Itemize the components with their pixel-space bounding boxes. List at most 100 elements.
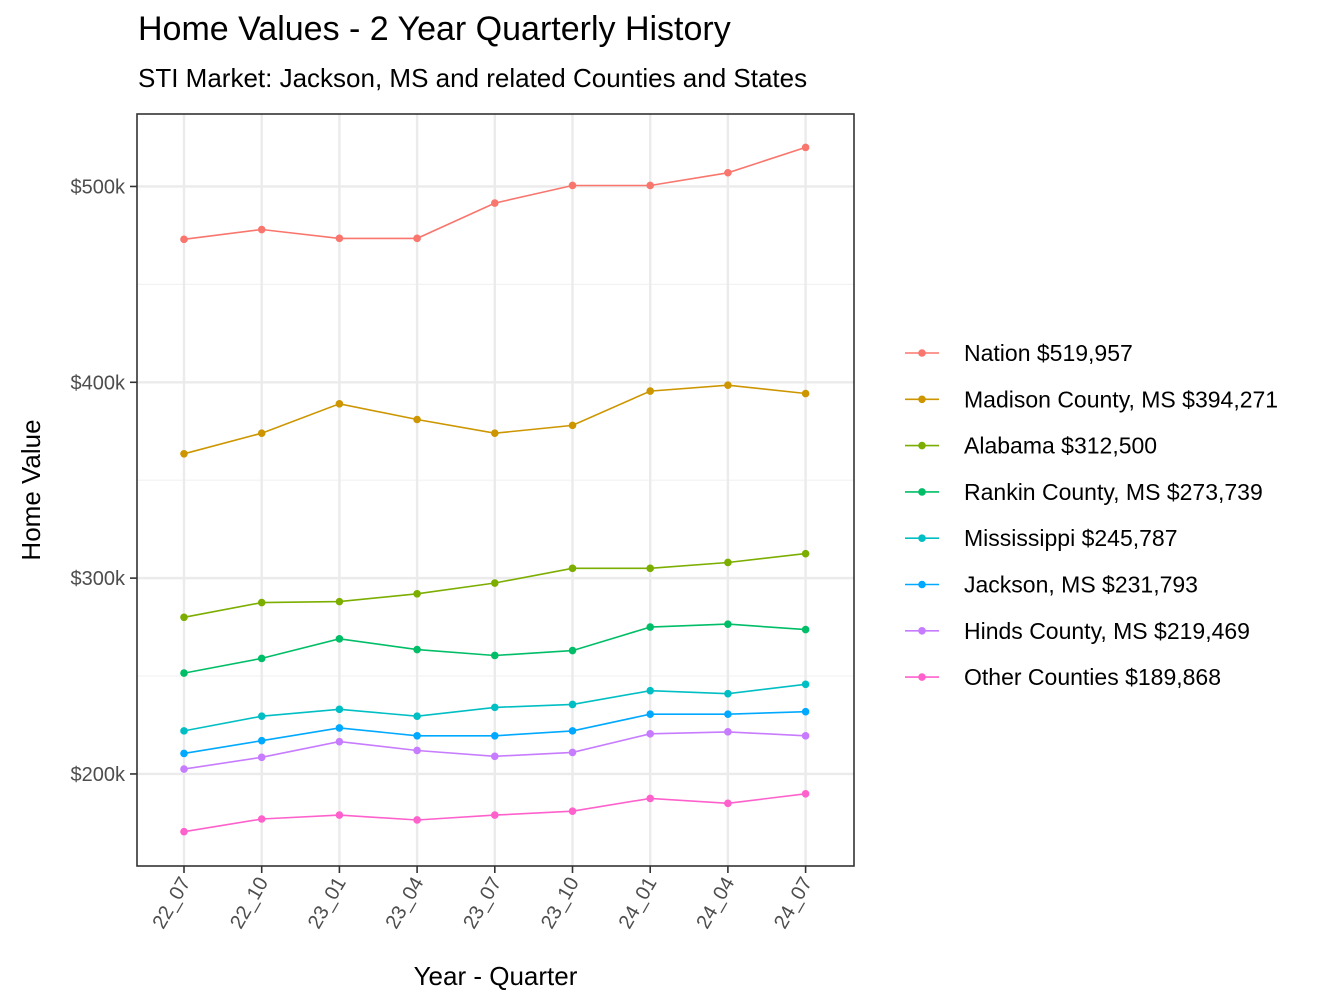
legend-entry: Hinds County, MS $219,469 — [905, 618, 1250, 644]
data-point — [724, 689, 732, 698]
data-point — [724, 381, 732, 390]
legend-entry: Nation $519,957 — [905, 340, 1133, 366]
legend-key-point — [918, 488, 926, 496]
series-layer — [180, 143, 810, 836]
data-point — [180, 669, 188, 677]
data-point — [491, 429, 499, 438]
data-point — [568, 421, 577, 430]
series — [180, 381, 810, 458]
y-tick-label: $300k — [71, 568, 126, 590]
x-tick-label: 23_01 — [304, 874, 351, 933]
legend-label: Alabama $312,500 — [964, 433, 1157, 459]
data-point — [180, 765, 188, 773]
data-point — [724, 799, 732, 808]
legend-label: Madison County, MS $394,271 — [964, 386, 1278, 412]
x-tick-label: 22_07 — [148, 874, 195, 933]
data-point — [568, 564, 577, 573]
data-point — [646, 387, 654, 395]
legend-key-point — [918, 534, 926, 542]
legend-key-point — [918, 673, 926, 681]
data-point — [257, 736, 266, 745]
series — [180, 680, 810, 735]
data-point — [568, 807, 577, 815]
data-point — [724, 710, 732, 719]
data-point — [724, 728, 732, 736]
x-axis-title: Year - Quarter — [414, 961, 578, 991]
data-point — [646, 181, 654, 190]
legend-label: Mississippi $245,787 — [964, 525, 1178, 551]
data-point — [646, 623, 654, 631]
data-point — [413, 712, 421, 720]
series — [180, 620, 810, 677]
data-point — [646, 686, 654, 695]
data-point — [335, 234, 344, 243]
data-point — [491, 811, 499, 819]
data-point — [568, 748, 577, 757]
data-point — [491, 752, 499, 761]
data-point — [257, 654, 266, 663]
data-point — [568, 727, 577, 735]
data-point — [257, 225, 266, 234]
series — [180, 728, 810, 773]
legend-label: Jackson, MS $231,793 — [964, 572, 1198, 598]
data-point — [491, 703, 499, 712]
x-tick-label: 23_04 — [382, 874, 429, 933]
data-point — [257, 429, 266, 438]
legend-label: Hinds County, MS $219,469 — [964, 618, 1250, 644]
legend-entry: Jackson, MS $231,793 — [905, 572, 1198, 598]
series — [180, 549, 810, 622]
data-point — [180, 235, 188, 244]
chart-title: Home Values - 2 Year Quarterly History — [138, 10, 731, 48]
x-tick-label: 24_01 — [615, 874, 662, 933]
x-tick-label: 24_07 — [770, 874, 817, 933]
data-point — [180, 727, 188, 735]
data-point — [801, 707, 810, 716]
data-point — [180, 827, 188, 836]
data-point — [724, 620, 732, 628]
data-point — [646, 710, 654, 719]
data-point — [646, 794, 654, 803]
x-tick-label: 24_04 — [692, 874, 739, 933]
data-point — [413, 746, 421, 755]
data-point — [801, 732, 810, 740]
x-tick-label: 22_10 — [226, 874, 273, 933]
data-point — [257, 598, 266, 607]
series — [180, 707, 810, 758]
data-point — [646, 730, 654, 738]
data-point — [801, 790, 810, 798]
data-point — [413, 645, 421, 654]
data-point — [180, 749, 188, 758]
data-point — [413, 415, 421, 424]
legend-entry: Alabama $312,500 — [905, 433, 1157, 459]
data-point — [801, 143, 810, 152]
y-tick-label: $500k — [71, 176, 126, 198]
data-point — [335, 724, 344, 732]
data-point — [413, 589, 421, 598]
data-point — [801, 389, 810, 398]
legend-key-point — [918, 441, 926, 450]
data-point — [491, 579, 499, 587]
data-point — [257, 712, 266, 720]
legend-label: Nation $519,957 — [964, 340, 1133, 366]
legend-key-point — [918, 349, 926, 357]
data-point — [413, 816, 421, 824]
y-tick-label: $200k — [71, 764, 126, 786]
data-point — [335, 737, 344, 746]
x-tick-label: 23_10 — [537, 874, 584, 933]
data-point — [801, 680, 810, 689]
legend-entry: Rankin County, MS $273,739 — [905, 479, 1263, 505]
data-point — [568, 700, 577, 709]
data-point — [413, 731, 421, 740]
data-point — [335, 705, 344, 714]
legend: Nation $519,957 Madison County, MS $394,2… — [905, 340, 1278, 690]
legend-key-point — [918, 395, 926, 404]
legend-key-point — [918, 627, 926, 635]
data-point — [801, 625, 810, 634]
series — [180, 790, 810, 836]
chart-subtitle: STI Market: Jackson, MS and related Coun… — [138, 63, 808, 93]
legend-entry: Other Counties $189,868 — [905, 664, 1221, 690]
data-point — [491, 199, 499, 207]
data-point — [491, 731, 499, 740]
data-point — [180, 449, 188, 458]
